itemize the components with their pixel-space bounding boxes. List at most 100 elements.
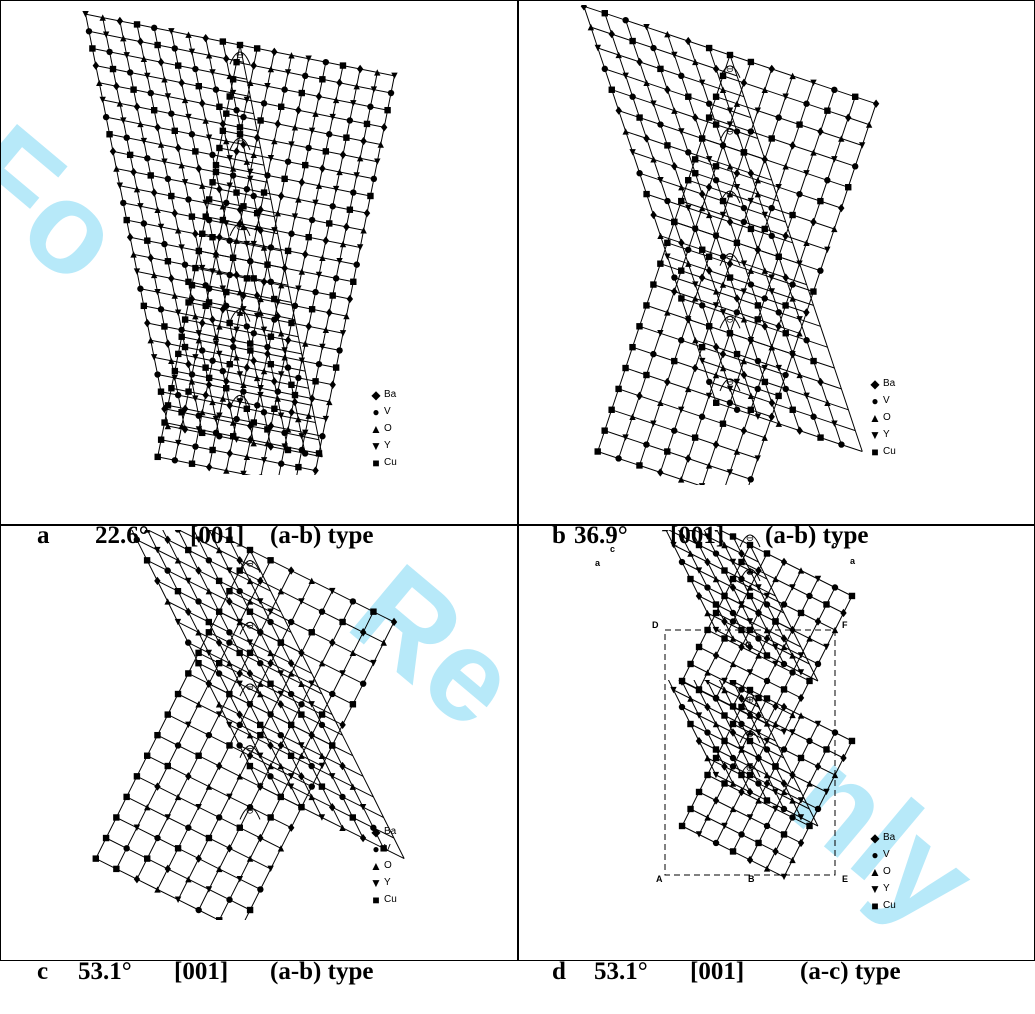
lattice-atom xyxy=(763,652,771,659)
lattice-atom xyxy=(243,363,251,372)
lattice-atom xyxy=(267,658,274,668)
lattice-atom xyxy=(729,720,737,728)
boundary-dislocation-loop xyxy=(739,730,761,744)
lattice-atom xyxy=(763,550,771,557)
lattice-atom xyxy=(339,824,346,831)
lattice-atom xyxy=(212,251,220,258)
lattice-atom xyxy=(796,426,803,435)
lattice-atom xyxy=(257,384,264,392)
lattice-atom xyxy=(810,217,817,227)
lattice-atom xyxy=(684,454,692,463)
lattice-atom xyxy=(657,121,664,128)
lattice-atom xyxy=(746,771,754,779)
lattice-atom xyxy=(192,264,199,272)
lattice-atom xyxy=(838,441,845,448)
lattice-atom xyxy=(772,575,779,583)
boundary-dislocation-loop xyxy=(719,315,741,329)
lattice-atom xyxy=(339,618,346,626)
lattice-atom xyxy=(150,188,158,197)
lattice-atom xyxy=(168,28,175,35)
lattice-atom xyxy=(195,649,202,657)
lattice-atom xyxy=(733,350,741,358)
lattice-atom xyxy=(277,103,285,110)
lattice-atom xyxy=(726,51,734,59)
lattice-atom xyxy=(178,333,185,340)
lattice-atom xyxy=(685,149,692,156)
lattice-atom xyxy=(133,102,141,112)
lattice-atom xyxy=(704,771,711,779)
lattice-atom xyxy=(346,294,354,304)
lattice-atom xyxy=(192,148,199,155)
lattice-atom xyxy=(377,141,384,148)
lattice-atom xyxy=(161,76,168,83)
lattice-atom xyxy=(120,117,127,124)
lattice-atom xyxy=(852,93,859,100)
lattice-atom xyxy=(643,79,650,86)
lattice-atom xyxy=(775,309,782,316)
lattice-atom xyxy=(164,339,172,348)
lattice-atom xyxy=(277,762,284,770)
lattice-atom xyxy=(216,350,223,358)
lattice-atom xyxy=(705,462,713,469)
lattice-atom xyxy=(236,710,243,719)
lattice-atom xyxy=(253,45,261,52)
lattice-atom xyxy=(164,535,171,544)
lattice-atom xyxy=(738,642,745,652)
lattice-atom xyxy=(332,275,340,282)
lattice-atom xyxy=(113,865,120,873)
lattice-atom xyxy=(726,469,734,476)
lattice-atom xyxy=(363,208,371,218)
lattice-atom xyxy=(780,728,788,736)
lattice-atom xyxy=(840,753,847,763)
lattice-atom xyxy=(85,28,93,35)
lattice-atom xyxy=(267,421,275,431)
boundary-dislocation-symbol: ⊖ xyxy=(726,377,734,388)
lattice-atom xyxy=(92,61,100,70)
lattice-atom xyxy=(823,601,830,608)
lattice-atom xyxy=(789,856,796,864)
lattice-atom xyxy=(116,16,124,26)
lattice-atom xyxy=(797,609,805,617)
lattice-atom xyxy=(236,41,244,49)
legend-label: Ba xyxy=(883,832,896,843)
lattice-atom xyxy=(171,127,178,135)
lattice-atom xyxy=(257,721,264,729)
panel-a-letter: a xyxy=(37,522,50,549)
lattice-atom xyxy=(223,137,230,145)
legend-label: V xyxy=(883,395,890,406)
lattice-atom xyxy=(318,814,326,821)
lattice-atom xyxy=(685,177,692,184)
lattice-atom xyxy=(601,10,608,17)
lattice-atom xyxy=(650,156,657,163)
lattice-atom xyxy=(772,643,779,651)
lattice-atom xyxy=(817,127,824,136)
lattice-atom xyxy=(271,47,278,57)
lattice-atom xyxy=(319,254,326,261)
lattice-atom xyxy=(705,100,713,107)
lattice-atom xyxy=(817,267,824,274)
legend-item: ▲ O xyxy=(368,420,397,437)
lattice-atom xyxy=(288,141,295,148)
lattice-atom xyxy=(287,658,295,668)
lattice-atom xyxy=(192,443,199,450)
lattice-atom xyxy=(295,374,302,382)
lattice-atom xyxy=(824,399,831,407)
lattice-atom xyxy=(721,635,728,642)
lattice-atom xyxy=(236,721,243,729)
lattice-atom xyxy=(353,172,360,179)
lattice-atom xyxy=(109,147,117,156)
lattice-atom xyxy=(768,288,776,295)
lattice-atom xyxy=(212,168,220,176)
lattice-atom xyxy=(687,550,694,557)
legend-item: ● V xyxy=(368,840,397,857)
lattice-atom xyxy=(308,629,315,636)
lattice-atom xyxy=(287,752,295,759)
lattice-atom xyxy=(219,119,227,129)
lattice-atom xyxy=(339,62,347,69)
lattice-atom xyxy=(215,701,223,708)
lattice-atom xyxy=(740,218,748,226)
lattice-atom xyxy=(277,587,285,595)
lattice-atom xyxy=(390,617,398,627)
lattice-atom xyxy=(622,364,629,372)
lattice-atom xyxy=(240,291,247,300)
